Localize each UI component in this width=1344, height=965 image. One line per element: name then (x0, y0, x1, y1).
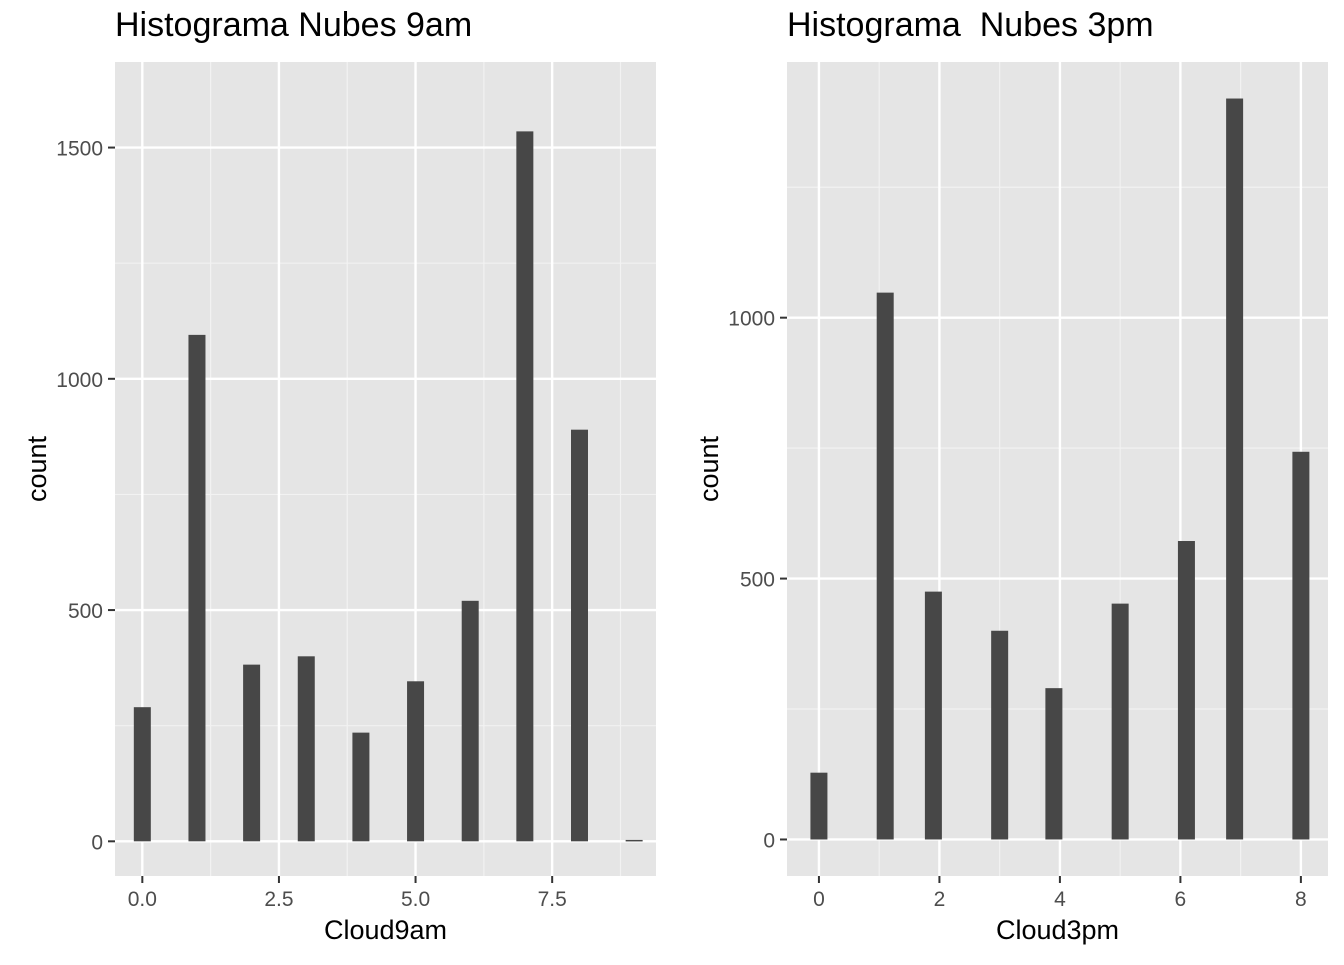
bar (1111, 603, 1129, 840)
y-tick-label: 500 (740, 569, 775, 592)
y-tick-label: 500 (68, 600, 103, 623)
bar (810, 772, 828, 840)
y-axis-label: count (694, 435, 724, 502)
y-tick-label: 0 (91, 831, 103, 854)
bar (352, 732, 370, 842)
x-axis-label: Cloud9am (324, 915, 447, 945)
histogram-3pm: Histograma Nubes 3pm 0 500 1000 0 2 4 6 8 Cloud3… (672, 0, 1344, 960)
bar (461, 600, 479, 842)
bar (1292, 451, 1310, 840)
x-tick-label: 4 (1054, 888, 1066, 911)
bar (1045, 688, 1063, 840)
x-tick-label: 8 (1295, 888, 1307, 911)
bar (1177, 541, 1195, 840)
x-tick-label: 6 (1175, 888, 1187, 911)
bar (1226, 98, 1244, 840)
bar (625, 839, 643, 842)
y-tick-label: 1500 (56, 138, 103, 161)
x-tick-label: 2.5 (264, 888, 293, 911)
bar (188, 334, 206, 842)
bar (243, 664, 261, 842)
bar (407, 681, 425, 842)
bar (133, 707, 151, 842)
x-tick-label: 0.0 (128, 888, 157, 911)
chart-title: Histograma Nubes 3pm (787, 6, 1154, 44)
x-tick-label: 0 (813, 888, 825, 911)
bar (924, 591, 942, 840)
bar (570, 429, 588, 842)
x-tick-label: 5.0 (401, 888, 430, 911)
x-tick-label: 2 (934, 888, 946, 911)
y-tick-label: 1000 (728, 308, 775, 331)
histogram-3pm-plot: 0 500 1000 0 2 4 6 8 Cloud3pm count (694, 62, 1328, 945)
histogram-9am: Histograma Nubes 9am 0 500 1000 1500 0.0 2.5 5… (0, 0, 672, 960)
x-axis-label: Cloud3pm (996, 915, 1119, 945)
y-tick-label: 1000 (56, 369, 103, 392)
bar (991, 630, 1009, 840)
bar (876, 292, 894, 840)
histogram-9am-plot: 0 500 1000 1500 0.0 2.5 5.0 7.5 Cloud9am count (22, 62, 656, 945)
y-axis-label: count (22, 435, 52, 502)
chart-title: Histograma Nubes 9am (115, 6, 473, 44)
bar (297, 656, 315, 842)
x-tick-label: 7.5 (538, 888, 567, 911)
y-tick-label: 0 (763, 829, 775, 852)
bar (516, 131, 534, 842)
